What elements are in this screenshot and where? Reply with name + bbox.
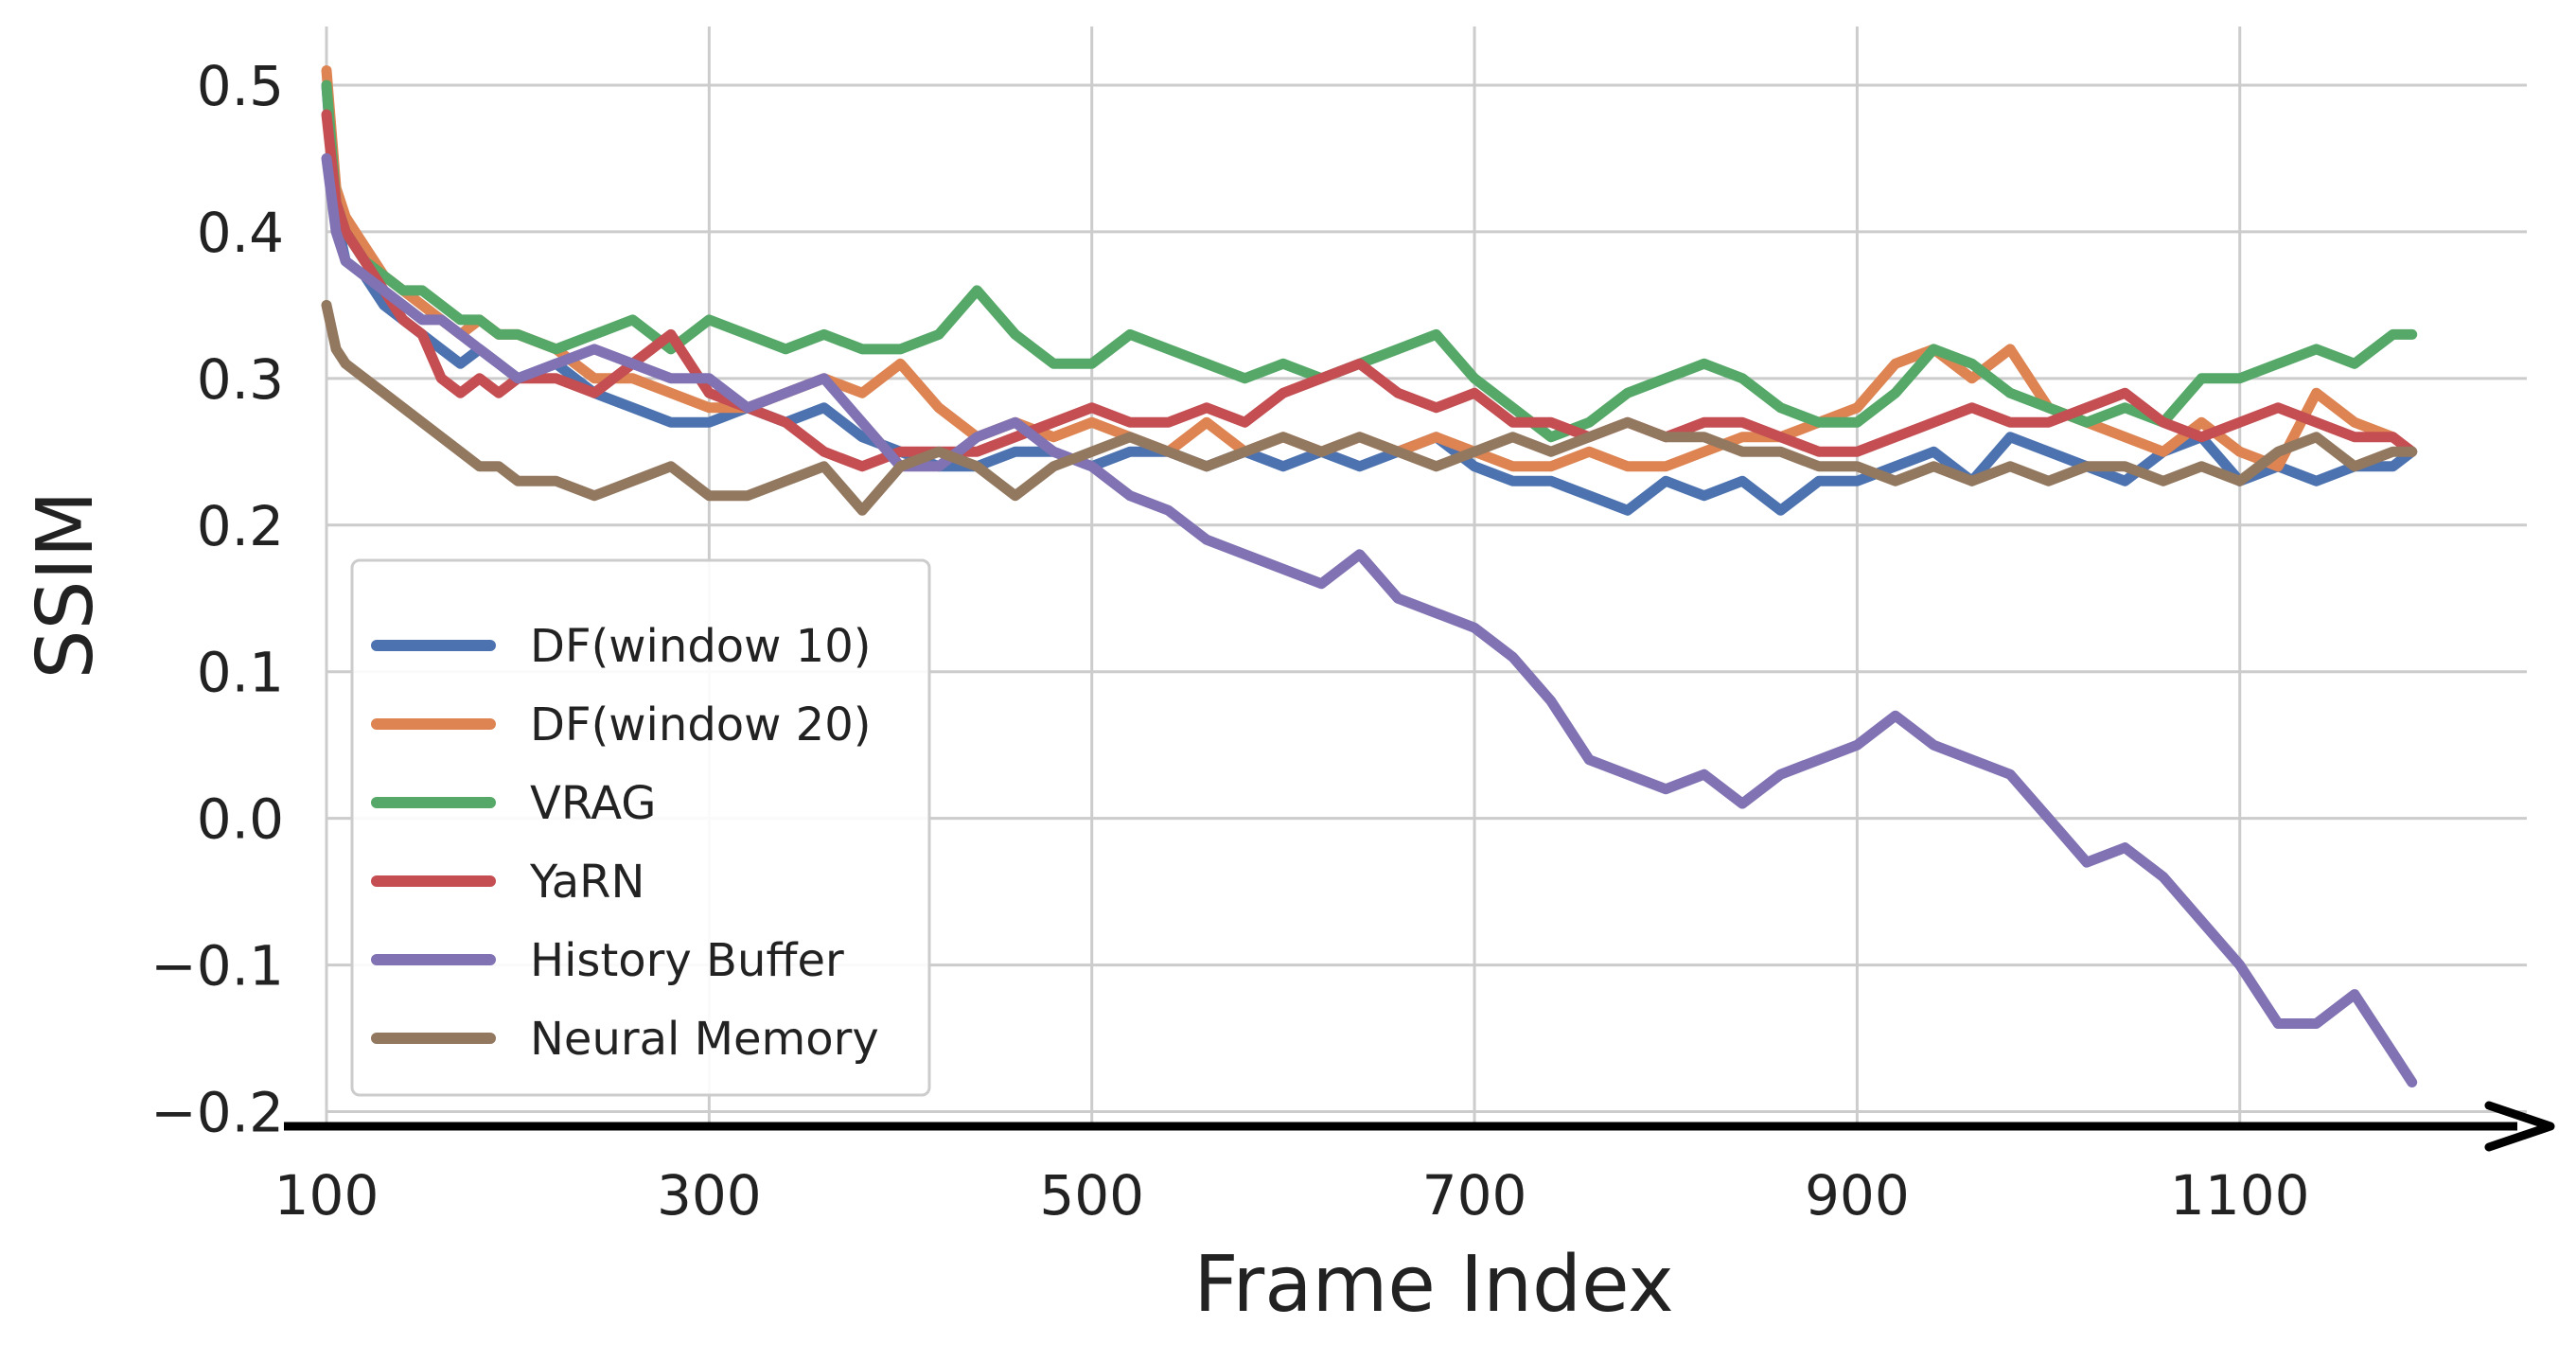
x-axis-title: Frame Index	[1193, 1240, 1673, 1330]
x-tick-label: 300	[657, 1163, 762, 1228]
x-tick-label: 900	[1805, 1163, 1910, 1228]
series-line-neural-memory	[321, 299, 2418, 516]
legend-label-yarn: YaRN	[529, 856, 644, 909]
legend-label-df-window-20: DF(window 20)	[530, 698, 871, 751]
legend-label-neural-memory: Neural Memory	[530, 1013, 879, 1066]
y-axis-title: SSIM	[21, 490, 111, 679]
x-tick-label: 700	[1422, 1163, 1527, 1228]
x-axis-arrow	[284, 1101, 2555, 1152]
legend-label-df-window-10: DF(window 10)	[530, 620, 871, 673]
y-tick-label: −0.2	[150, 1081, 284, 1145]
legend-label-history-buffer: History Buffer	[530, 934, 844, 987]
x-tick-labels: 100 300 500 700 900 1100	[274, 1163, 2310, 1228]
legend-label-vrag: VRAG	[530, 777, 656, 830]
series-line-df-window-10	[321, 80, 2418, 516]
y-tick-label: 0.3	[197, 347, 284, 412]
y-tick-labels: −0.2 −0.1 0.0 0.1 0.2 0.3 0.4 0.5	[150, 54, 284, 1145]
x-tick-label: 500	[1039, 1163, 1144, 1228]
series-layer	[321, 65, 2418, 1087]
series-line-yarn	[321, 109, 2418, 472]
series-line-vrag	[321, 80, 2418, 443]
y-tick-label: −0.1	[150, 934, 284, 999]
y-tick-label: 0.0	[197, 787, 284, 852]
y-tick-label: 0.5	[197, 54, 284, 118]
y-tick-label: 0.1	[197, 641, 284, 705]
legend: DF(window 10) DF(window 20) VRAG YaRN Histor…	[350, 558, 931, 1097]
series-line-history-buffer	[321, 152, 2418, 1087]
y-tick-label: 0.2	[197, 494, 284, 558]
x-axis-arrow-head	[2484, 1101, 2555, 1152]
y-tick-label: 0.4	[197, 201, 284, 265]
x-tick-label: 1100	[2170, 1163, 2310, 1228]
x-tick-label: 100	[274, 1163, 379, 1228]
legend-frame	[350, 558, 931, 1097]
